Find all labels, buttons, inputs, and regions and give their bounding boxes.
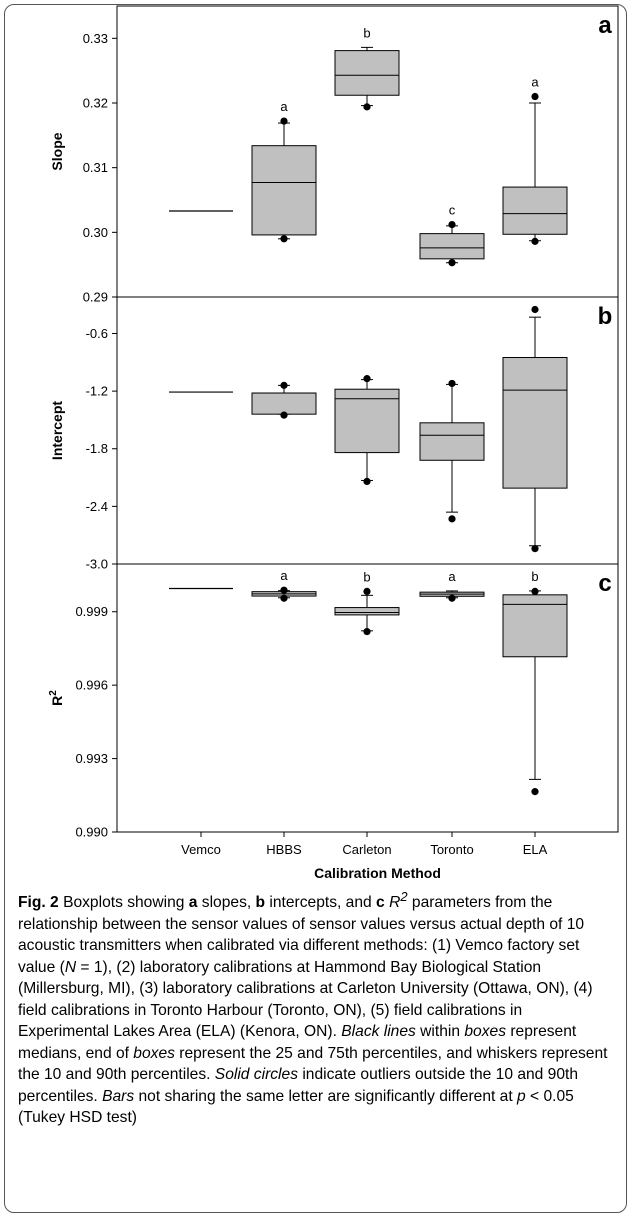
caption-italic: Solid circles: [214, 1066, 298, 1084]
box: [334, 50, 400, 96]
panel-b: -3.0 -2.4 -1.8 -1.2 -0.6 Intercept b: [49, 296, 619, 572]
y-tick-label: -0.6: [86, 326, 108, 341]
figure-frame: [4, 4, 627, 1213]
outlier-point: [531, 587, 539, 596]
y-axis-label: Slope: [49, 132, 65, 170]
outlier-point: [280, 594, 288, 602]
caption-text: Boxplots showing: [58, 894, 189, 912]
caption-text: represent the 25 and 75th percentiles, a…: [18, 1044, 608, 1084]
y-tick-label: 0.999: [75, 604, 108, 619]
significance-letter: b: [531, 569, 538, 584]
y-tick-label: 0.996: [75, 678, 108, 693]
outlier-point: [531, 788, 539, 796]
outlier-point: [363, 587, 371, 596]
outlier-point: [280, 381, 288, 389]
caption-panel-c: c: [376, 894, 385, 912]
caption-text: parameters from the relationship between…: [18, 894, 585, 976]
caption-italic: Black lines: [341, 1023, 416, 1041]
outlier-point: [448, 379, 456, 388]
caption-r2: R: [389, 894, 401, 912]
y-tick-label: 0.29: [83, 290, 108, 305]
box: [334, 388, 400, 454]
box: [251, 145, 317, 236]
caption-text: indicate outliers outside the 10 and 90t…: [18, 1066, 579, 1105]
box: [334, 607, 400, 616]
significance-letter: a: [448, 569, 456, 584]
box: [419, 422, 485, 461]
y-tick-label: 0.31: [83, 160, 108, 175]
caption-text: slopes,: [197, 894, 256, 912]
x-tick-label: Toronto: [430, 842, 473, 857]
panel-letter: a: [598, 12, 612, 39]
box: [251, 392, 317, 415]
caption-text: intercepts, and: [265, 894, 377, 912]
caption-panel-a: a: [188, 894, 198, 912]
x-tick-label: Vemco: [181, 842, 221, 857]
caption-panel-b: b: [255, 894, 266, 912]
y-tick-label: -1.2: [86, 384, 108, 399]
y-tick-label: 0.32: [83, 96, 108, 111]
panel-letter: b: [598, 303, 613, 330]
significance-letter: a: [531, 75, 539, 90]
caption-text: not sharing the same letter are signific…: [134, 1087, 517, 1105]
y-tick-label: 0.30: [83, 225, 108, 240]
caption-n: N: [64, 958, 77, 976]
box: [502, 186, 568, 235]
y-tick-label: -3.0: [86, 557, 108, 572]
y-tick-label: -1.8: [86, 441, 108, 456]
caption-fig-label: Fig. 2: [18, 894, 59, 912]
x-tick-label: ELA: [523, 842, 548, 857]
box: [419, 233, 485, 260]
outlier-point: [363, 477, 371, 486]
figure-caption: Fig. 2 Boxplots showing a slopes, b inte…: [18, 886, 616, 1129]
significance-letter: b: [363, 25, 370, 40]
x-tick-label: Carleton: [342, 842, 391, 857]
outlier-point: [363, 375, 371, 383]
caption-text: within: [415, 1023, 465, 1041]
caption-r2-sup: 2: [400, 889, 408, 904]
outlier-point: [280, 586, 288, 594]
x-tick-label: HBBS: [266, 842, 302, 857]
outlier-point: [448, 515, 456, 523]
y-tick-label: -2.4: [86, 499, 108, 514]
outlier-point: [280, 117, 288, 125]
caption-text: represent medians, end of: [18, 1023, 577, 1062]
outlier-point: [280, 235, 288, 243]
y-tick-label: 0.990: [75, 825, 108, 840]
significance-letter: c: [449, 203, 456, 218]
y-axis-label-sup: 2: [48, 690, 59, 696]
outlier-point: [448, 259, 456, 267]
outlier-point: [448, 220, 456, 229]
y-axis-label: R2: [48, 690, 65, 706]
significance-letter: b: [363, 569, 370, 584]
outlier-point: [363, 103, 371, 111]
y-tick-label: 0.993: [75, 751, 108, 766]
caption-italic: boxes: [464, 1023, 506, 1041]
panel-letter: c: [598, 570, 611, 597]
panel-a: 0.29 0.30 0.31 0.32 0.33 Slope a a b c a: [49, 5, 619, 305]
caption-text: = 1), (2) laboratory calibrations at Ham…: [18, 958, 593, 1041]
y-tick-label: 0.33: [83, 31, 108, 46]
outlier-point: [531, 545, 539, 553]
caption-text: < 0.05 (Tukey HSD test): [18, 1087, 574, 1127]
outlier-point: [531, 305, 539, 314]
outlier-point: [448, 594, 456, 602]
x-axis-label: Calibration Method: [314, 865, 441, 880]
caption-italic: Bars: [102, 1087, 135, 1105]
panel-c: 0.990 0.993 0.996 0.999 R2 c a b a b: [48, 563, 619, 840]
outlier-point: [531, 237, 539, 245]
boxplot-figure: 0.29 0.30 0.31 0.32 0.33 Slope a a b c a -3.0 -2.4 -1…: [48, 5, 619, 880]
caption-italic: boxes: [133, 1044, 175, 1062]
y-axis-label: Intercept: [49, 401, 65, 460]
outlier-point: [280, 411, 288, 419]
box: [502, 357, 568, 489]
significance-letter: a: [280, 568, 288, 583]
outlier-point: [531, 92, 539, 101]
caption-p: p: [517, 1087, 526, 1105]
outlier-point: [363, 627, 371, 636]
significance-letter: a: [280, 99, 288, 114]
